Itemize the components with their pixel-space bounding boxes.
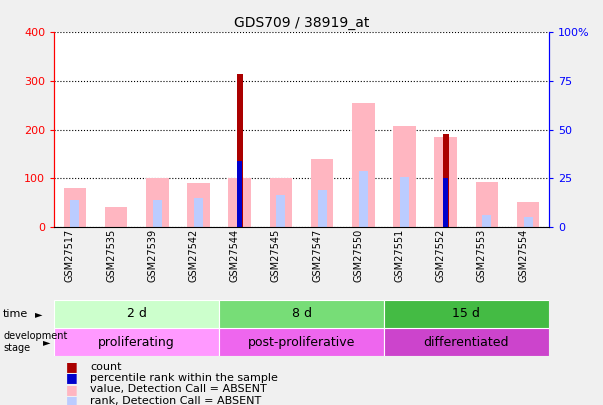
Text: value, Detection Call = ABSENT: value, Detection Call = ABSENT (90, 384, 267, 394)
Bar (71, 200, 80, 227)
Text: ■: ■ (66, 394, 78, 405)
Bar (400, 177, 409, 227)
Bar (393, 126, 416, 227)
Text: GSM27517: GSM27517 (65, 227, 75, 280)
Text: GSM27554: GSM27554 (518, 227, 528, 280)
Bar (517, 202, 540, 227)
Bar (276, 195, 285, 227)
Text: GSM27552: GSM27552 (436, 229, 446, 282)
Bar (384, 300, 549, 328)
Text: GSM27551: GSM27551 (394, 227, 405, 280)
Text: GSM27539: GSM27539 (147, 229, 157, 282)
Text: GSM27542: GSM27542 (189, 227, 198, 280)
Bar (54, 328, 219, 356)
Text: 8 d: 8 d (291, 307, 312, 320)
Bar (187, 183, 210, 227)
Bar (237, 161, 242, 227)
Bar (384, 328, 549, 356)
Bar (270, 178, 292, 227)
Text: GSM27550: GSM27550 (353, 229, 363, 282)
Text: GSM27542: GSM27542 (189, 229, 198, 282)
Text: GSM27553: GSM27553 (477, 227, 487, 280)
Bar (229, 178, 251, 227)
Bar (434, 137, 457, 227)
Bar (63, 188, 86, 227)
Text: development
stage: development stage (3, 331, 68, 353)
Text: GSM27547: GSM27547 (312, 229, 322, 282)
Text: differentiated: differentiated (423, 336, 509, 349)
Text: 2 d: 2 d (127, 307, 147, 320)
Text: time: time (3, 309, 28, 319)
Text: ►: ► (43, 337, 51, 347)
Text: rank, Detection Call = ABSENT: rank, Detection Call = ABSENT (90, 396, 262, 405)
Bar (194, 198, 203, 227)
Text: GDS709 / 38919_at: GDS709 / 38919_at (234, 16, 369, 30)
Text: ■: ■ (66, 371, 78, 384)
Text: GSM27550: GSM27550 (353, 227, 363, 280)
Text: GSM27545: GSM27545 (271, 227, 281, 280)
Text: GSM27553: GSM27553 (477, 229, 487, 282)
Bar (219, 300, 384, 328)
Bar (318, 190, 327, 227)
Text: GSM27544: GSM27544 (230, 229, 239, 282)
Bar (311, 159, 333, 227)
Text: GSM27535: GSM27535 (106, 229, 116, 282)
Bar (476, 182, 498, 227)
Bar (443, 178, 448, 227)
Bar (359, 171, 368, 227)
Text: GSM27554: GSM27554 (518, 229, 528, 282)
Text: percentile rank within the sample: percentile rank within the sample (90, 373, 279, 383)
Bar (146, 178, 169, 227)
Text: GSM27551: GSM27551 (394, 229, 405, 282)
Text: ►: ► (35, 309, 42, 319)
Bar (352, 103, 374, 227)
Bar (105, 207, 127, 227)
Text: ■: ■ (66, 360, 78, 373)
Bar (153, 200, 162, 227)
Text: GSM27545: GSM27545 (271, 229, 281, 282)
Text: GSM27539: GSM27539 (147, 227, 157, 280)
Bar (443, 134, 449, 227)
Bar (219, 328, 384, 356)
Text: proliferating: proliferating (98, 336, 175, 349)
Bar (482, 215, 491, 227)
Bar (523, 217, 532, 227)
Text: 15 d: 15 d (452, 307, 480, 320)
Text: GSM27552: GSM27552 (436, 227, 446, 280)
Bar (54, 300, 219, 328)
Text: GSM27544: GSM27544 (230, 227, 240, 280)
Text: GSM27535: GSM27535 (106, 227, 116, 280)
Text: count: count (90, 362, 122, 371)
Text: GSM27547: GSM27547 (312, 227, 322, 280)
Text: GSM27517: GSM27517 (65, 229, 75, 282)
Bar (236, 74, 243, 227)
Text: ■: ■ (66, 383, 78, 396)
Text: post-proliferative: post-proliferative (248, 336, 355, 349)
